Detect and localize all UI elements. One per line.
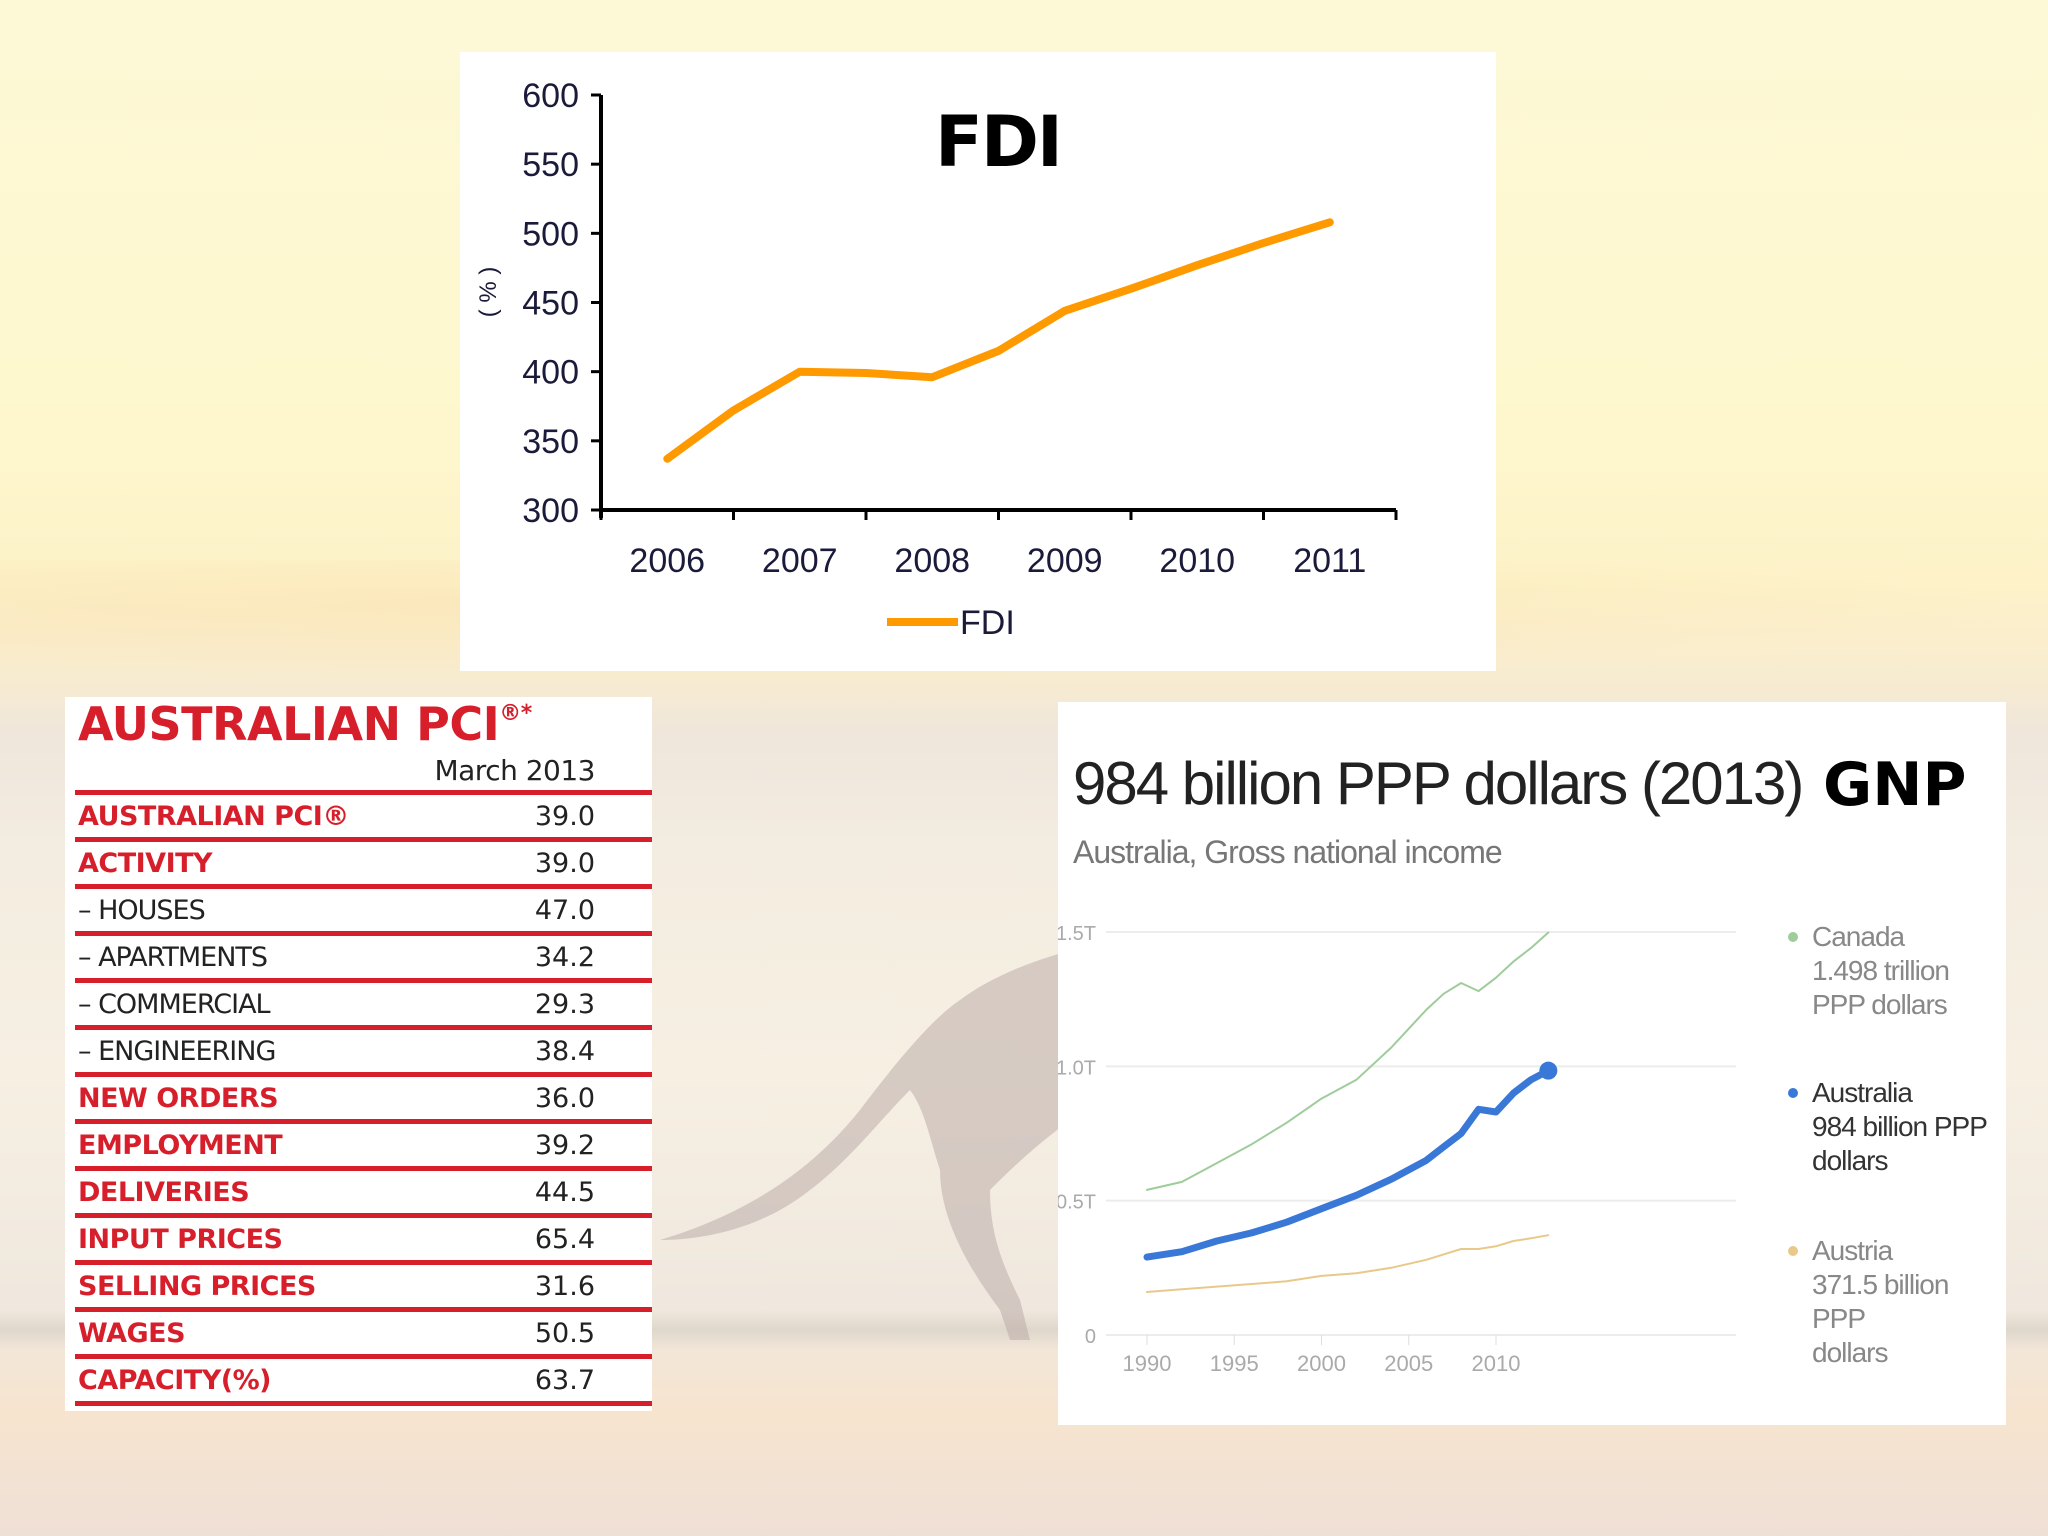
table-row: – ENGINEERING 38.4	[75, 1025, 652, 1072]
y-axis-label: ( % )	[475, 267, 502, 318]
row-label: CAPACITY(%)	[78, 1364, 271, 1396]
gnp-subtitle: Australia, Gross national income	[1073, 834, 1503, 870]
fdi-chart: 300 350 400 450 500 550 600 2006 2007 2008 2009 201…	[475, 77, 1398, 642]
row-value: 36.0	[534, 1082, 595, 1114]
austria-line	[1146, 1234, 1550, 1293]
australia-line	[1143, 1067, 1552, 1261]
x-tick-label: 1995	[1210, 1351, 1259, 1376]
pci-table: AUSTRALIAN PCI® 39.0 ACTIVITY 39.0 – HOUSES 4…	[75, 790, 652, 1406]
x-tick-label: 2007	[762, 542, 838, 580]
austria-dot-icon	[1788, 1246, 1798, 1256]
gnp-chart-panel: 984 billion PPP dollars (2013) GNP Austr…	[1058, 702, 2006, 1425]
kangaroo-silhouette	[660, 940, 1120, 1340]
x-tick-label: 2000	[1297, 1351, 1346, 1376]
row-label: AUSTRALIAN PCI®	[78, 800, 349, 832]
pci-period-header: March 2013	[434, 754, 595, 787]
row-label: – HOUSES	[78, 894, 206, 926]
table-row: CAPACITY(%) 63.7	[75, 1354, 652, 1406]
row-label: NEW ORDERS	[78, 1082, 279, 1114]
y-tick-label: 500	[522, 215, 579, 253]
row-value: 65.4	[534, 1223, 595, 1255]
legend-text: Australia 984 billion PPP dollars	[1812, 1077, 1988, 1176]
row-label: WAGES	[78, 1317, 186, 1349]
table-row: INPUT PRICES 65.4	[75, 1213, 652, 1260]
australia-dot-icon	[1788, 1088, 1798, 1098]
table-row: – COMMERCIAL 29.3	[75, 978, 652, 1025]
table-row: WAGES 50.5	[75, 1307, 652, 1354]
row-label: EMPLOYMENT	[78, 1129, 283, 1161]
x-tick-label: 2011	[1293, 542, 1366, 580]
australia-endpoint-marker	[1539, 1061, 1558, 1080]
row-label: – APARTMENTS	[78, 941, 268, 973]
legend-text: Austria 371.5 billion PPP dollars	[1812, 1235, 1949, 1368]
y-tick-label: 300	[522, 492, 579, 530]
canada-dot-icon	[1788, 932, 1798, 942]
x-tick-label: 2009	[1027, 542, 1103, 580]
y-tick-label: 550	[522, 146, 579, 184]
row-label: – COMMERCIAL	[78, 988, 271, 1020]
row-value: 38.4	[534, 1035, 595, 1067]
fdi-chart-panel: 300 350 400 450 500 550 600 2006 2007 2008 2009 201…	[460, 52, 1496, 671]
y-tick-label: 0.5T	[1058, 1192, 1096, 1214]
table-row: NEW ORDERS 36.0	[75, 1072, 652, 1119]
y-tick-label: 0	[1085, 1326, 1096, 1348]
fdi-chart-title: FDI	[935, 101, 1063, 183]
x-tick-label: 2005	[1384, 1351, 1433, 1376]
x-tick-label: 1990	[1123, 1351, 1172, 1376]
row-value: 39.2	[534, 1129, 595, 1161]
table-row: AUSTRALIAN PCI® 39.0	[75, 790, 652, 837]
y-tick-label: 350	[522, 423, 579, 461]
y-tick-label: 600	[522, 77, 579, 115]
table-row: EMPLOYMENT 39.2	[75, 1119, 652, 1166]
x-tick-label: 2010	[1159, 542, 1235, 580]
row-value: 34.2	[534, 941, 595, 973]
row-value: 44.5	[534, 1176, 595, 1208]
table-row: SELLING PRICES 31.6	[75, 1260, 652, 1307]
x-tick-label: 2010	[1472, 1351, 1521, 1376]
row-value: 50.5	[534, 1317, 595, 1349]
row-value: 63.7	[534, 1364, 595, 1396]
pci-table-panel: AUSTRALIAN PCI®* March 2013 AUSTRALIAN P…	[65, 697, 652, 1411]
pci-table-title: AUSTRALIAN PCI®*	[78, 697, 532, 751]
gnp-headline: 984 billion PPP dollars (2013)	[1073, 750, 1804, 817]
row-value: 39.0	[534, 800, 595, 832]
table-row: DELIVERIES 44.5	[75, 1166, 652, 1213]
canada-line	[1146, 931, 1550, 1191]
gnp-tag: GNP	[1823, 750, 1967, 820]
fdi-line	[663, 218, 1334, 463]
legend-text: Canada 1.498 trillion PPP dollars	[1812, 921, 1950, 1020]
legend-label: FDI	[960, 604, 1015, 642]
y-tick-label: 450	[522, 285, 579, 323]
row-value: 47.0	[534, 894, 595, 926]
row-value: 39.0	[534, 847, 595, 879]
y-tick-label: 1.0T	[1058, 1057, 1096, 1079]
row-value: 31.6	[534, 1270, 595, 1302]
table-row: – HOUSES 47.0	[75, 884, 652, 931]
table-row: – APARTMENTS 34.2	[75, 931, 652, 978]
table-row: ACTIVITY 39.0	[75, 837, 652, 884]
x-tick-label: 2006	[629, 542, 705, 580]
row-value: 29.3	[534, 988, 595, 1020]
row-label: – ENGINEERING	[78, 1035, 276, 1067]
row-label: SELLING PRICES	[78, 1270, 316, 1302]
row-label: ACTIVITY	[78, 847, 213, 879]
row-label: DELIVERIES	[78, 1176, 250, 1208]
y-tick-label: 1.5T	[1058, 923, 1096, 945]
row-label: INPUT PRICES	[78, 1223, 283, 1255]
y-tick-label: 400	[522, 354, 579, 392]
x-tick-label: 2008	[894, 542, 970, 580]
gnp-chart: 0 0.5T 1.0T 1.5T 1990 1995 2000 2005 2010	[1058, 923, 1736, 1376]
